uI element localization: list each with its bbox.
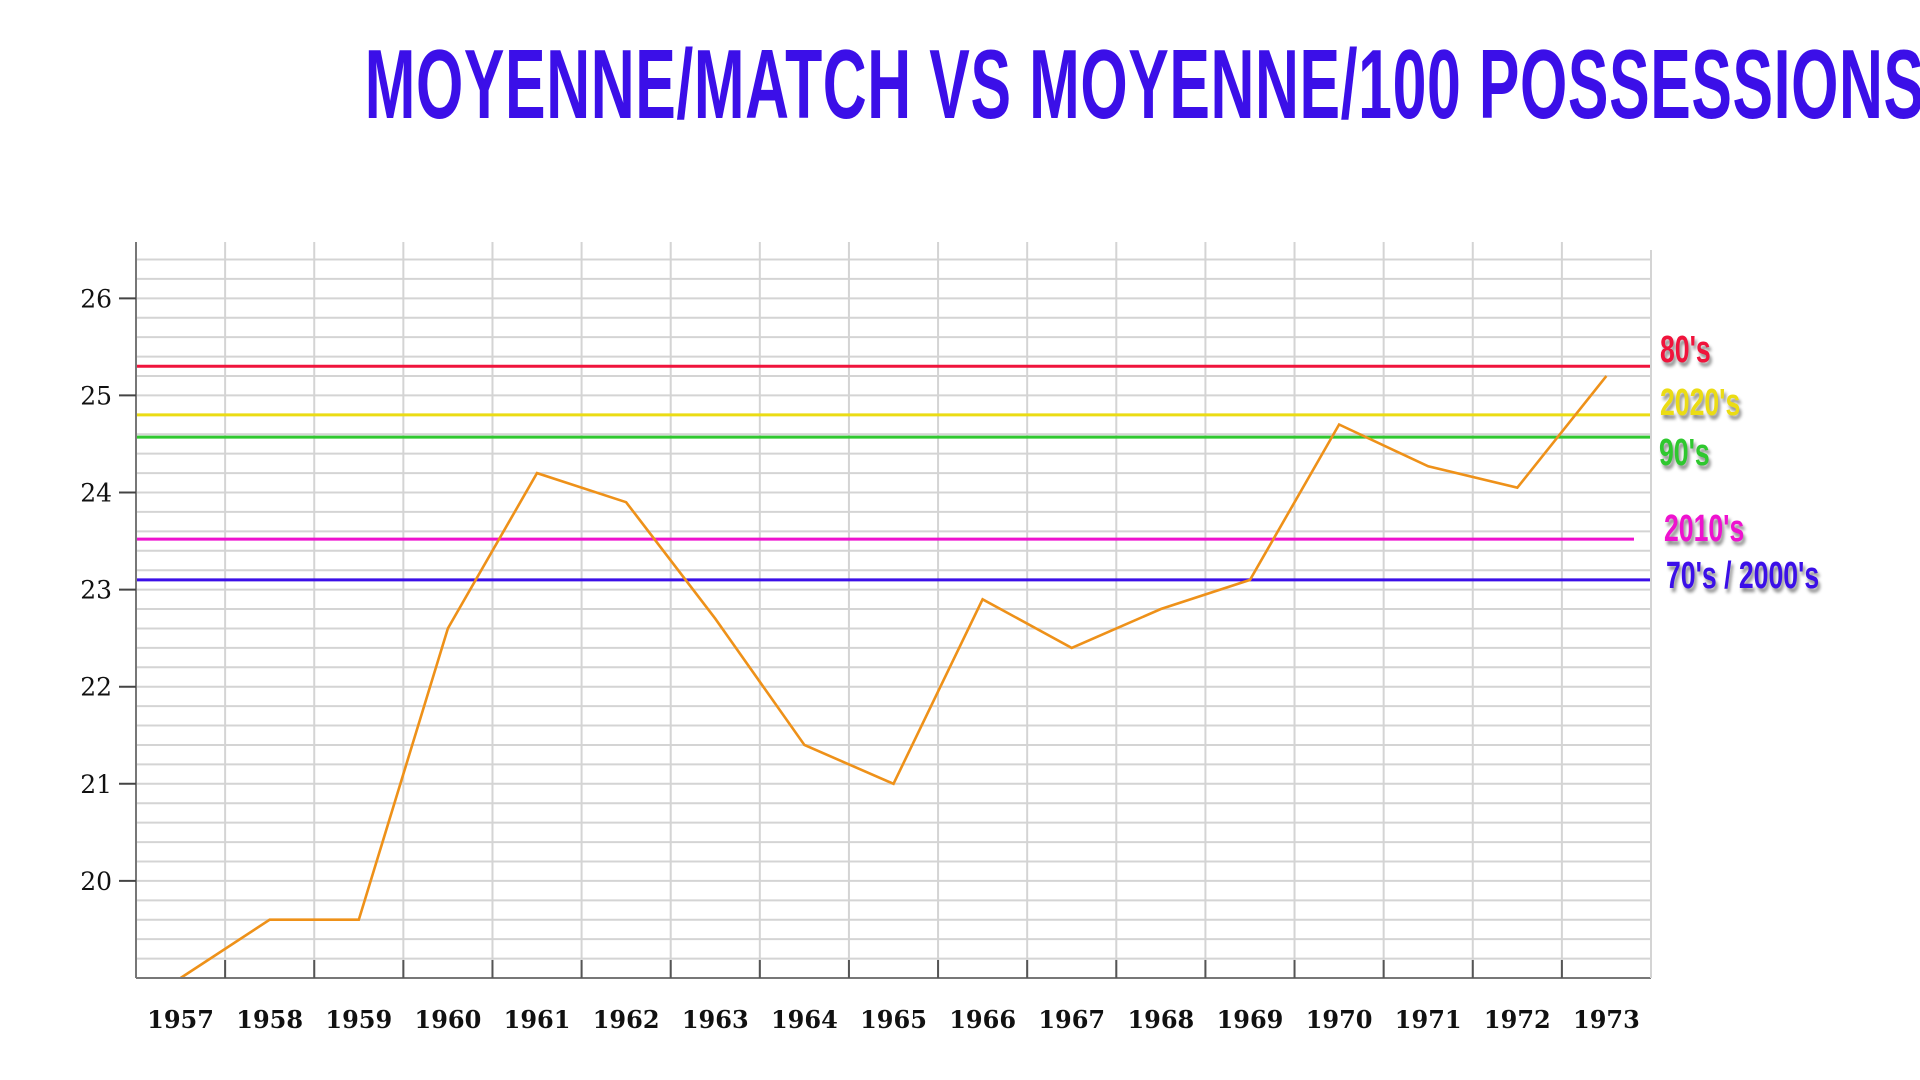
- y-tick-label: 24: [80, 479, 112, 508]
- x-tick-label: 1970: [1306, 1005, 1373, 1034]
- x-tick-label: 1959: [325, 1005, 392, 1034]
- axes: [135, 242, 1652, 979]
- ref-label-70s-2000s: 70's / 2000's: [1666, 555, 1820, 597]
- data-series: [179, 375, 1608, 980]
- y-tick-label: 20: [80, 867, 112, 896]
- series-line: [179, 375, 1608, 980]
- x-tick-label: 1968: [1127, 1005, 1194, 1034]
- y-axis-ticks: 20 21 22 23 24 25 26: [80, 284, 136, 896]
- reference-lines: [136, 364, 1651, 582]
- y-tick-label: 25: [80, 381, 112, 410]
- y-tick-label: 26: [80, 284, 112, 313]
- x-tick-label: 1962: [593, 1005, 660, 1034]
- y-tick-label: 23: [80, 576, 112, 605]
- x-tick-label: 1958: [236, 1005, 303, 1034]
- x-tick-label: 1960: [415, 1005, 482, 1034]
- ref-label-2020s: 2020's: [1660, 382, 1741, 424]
- x-tick-label: 1972: [1484, 1005, 1551, 1034]
- x-axis-ticks: 1957 1958 1959 1960 1961 1962 1963 1964 1965 1966…: [147, 1005, 1640, 1034]
- x-tick-label: 1961: [504, 1005, 571, 1034]
- x-tick-label: 1973: [1573, 1005, 1640, 1034]
- ref-label-90s: 90's: [1659, 432, 1710, 474]
- y-tick-label: 22: [80, 673, 112, 702]
- gridlines: [136, 242, 1651, 978]
- x-tick-label: 1969: [1217, 1005, 1284, 1034]
- x-tick-label: 1971: [1395, 1005, 1462, 1034]
- ref-label-80s: 80's: [1660, 329, 1711, 371]
- x-tick-label: 1966: [949, 1005, 1016, 1034]
- x-tick-label: 1957: [147, 1005, 214, 1034]
- x-tick-label: 1963: [682, 1005, 749, 1034]
- x-tick-label: 1965: [860, 1005, 927, 1034]
- ref-label-2010s: 2010's: [1664, 508, 1745, 550]
- x-tick-label: 1964: [771, 1005, 838, 1034]
- y-tick-label: 21: [80, 770, 112, 799]
- x-tick-label: 1967: [1038, 1005, 1105, 1034]
